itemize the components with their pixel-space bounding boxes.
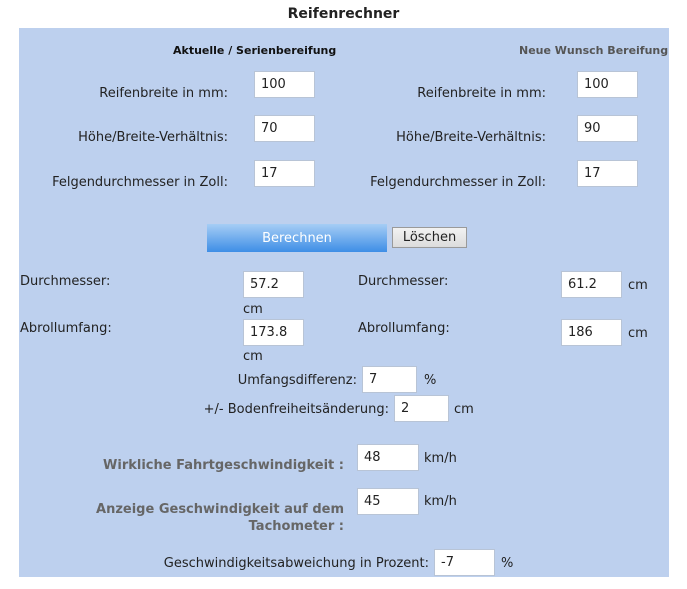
right-width-label: Reifenbreite in mm: [417,86,546,101]
right-diameter-unit: cm [628,278,648,293]
left-circumference-label: Abrollumfang: [20,321,112,336]
left-rim-label: Felgendurchmesser in Zoll: [52,175,228,190]
right-rim-label: Felgendurchmesser in Zoll: [370,175,546,190]
new-tires-heading: Neue Wunsch Bereifung [519,44,669,57]
calculator-panel: Aktuelle / Serienbereifung Neue Wunsch B… [19,28,669,577]
display-speed-unit: km/h [424,494,457,509]
left-ratio-label: Höhe/Breite-Verhältnis: [78,130,228,145]
circumference-diff-output[interactable]: 7 [362,366,417,393]
left-width-input[interactable]: 100 [254,71,315,98]
actual-speed-label: Wirkliche Fahrtgeschwindigkeit : [103,458,344,473]
calculate-button[interactable]: Berechnen [207,224,387,252]
left-diameter-output[interactable]: 57.2 [243,271,304,298]
right-ratio-input[interactable]: 90 [577,115,638,142]
display-speed-label-line2: Tachometer : [248,519,344,534]
speed-deviation-unit: % [501,556,514,571]
left-circumference-unit: cm [243,349,263,364]
left-rim-input[interactable]: 17 [254,160,315,187]
left-ratio-input[interactable]: 70 [254,115,315,142]
display-speed-input[interactable]: 45 [357,488,419,515]
circumference-diff-label: Umfangsdifferenz: [237,373,357,388]
clear-button[interactable]: Löschen [392,227,467,248]
left-width-label: Reifenbreite in mm: [99,86,228,101]
right-rim-input[interactable]: 17 [577,160,638,187]
speed-deviation-output[interactable]: -7 [434,549,495,576]
current-tires-heading: Aktuelle / Serienbereifung [173,44,337,57]
clearance-unit: cm [454,402,474,417]
left-circumference-output[interactable]: 173.8 [243,319,304,346]
display-speed-label-line1: Anzeige Geschwindigkeit auf dem [96,502,344,517]
clearance-label: +/- Bodenfreiheitsänderung: [203,402,389,417]
right-width-input[interactable]: 100 [577,71,638,98]
circumference-diff-unit: % [424,373,437,388]
left-diameter-unit: cm [243,302,263,317]
right-ratio-label: Höhe/Breite-Verhältnis: [396,130,546,145]
right-circumference-label: Abrollumfang: [358,321,450,336]
right-circumference-unit: cm [628,326,648,341]
actual-speed-unit: km/h [424,451,457,466]
clearance-output[interactable]: 2 [394,395,449,422]
right-circumference-output[interactable]: 186 [561,319,622,346]
page-title: Reifenrechner [287,6,400,22]
speed-deviation-label: Geschwindigkeitsabweichung in Prozent: [163,556,429,571]
actual-speed-input[interactable]: 48 [357,444,419,471]
left-diameter-label: Durchmesser: [20,274,111,289]
right-diameter-output[interactable]: 61.2 [561,271,622,298]
right-diameter-label: Durchmesser: [358,274,449,289]
